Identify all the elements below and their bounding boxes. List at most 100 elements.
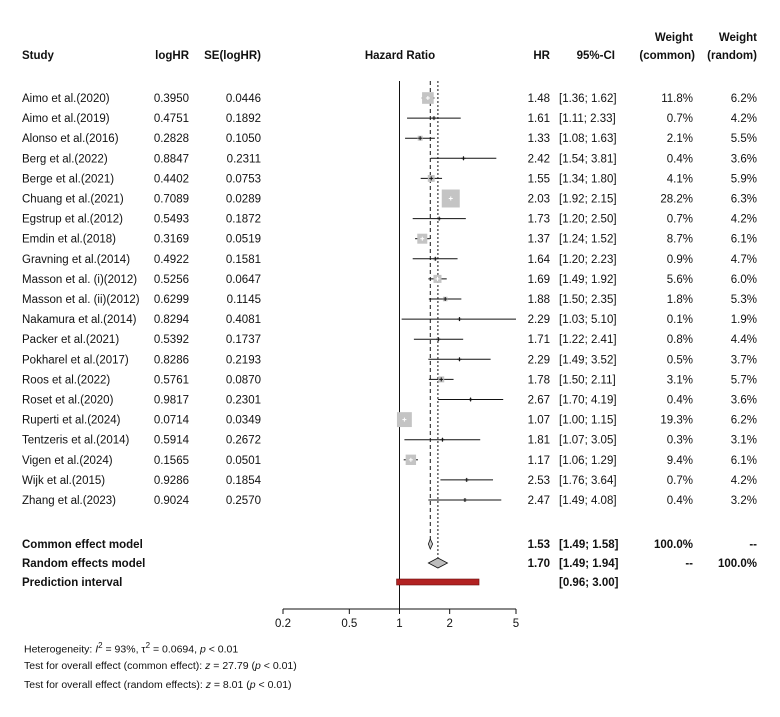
study-weight-random: 4.4% [731,334,757,346]
study-label: Ruperti et al.(2024) [22,415,121,427]
study-ci: [1.07; 3.05] [559,435,617,447]
study-weight-random: 5.3% [731,294,757,306]
study-loghr: 0.0714 [154,415,190,427]
study-se: 0.1854 [226,475,262,487]
header-ci: 95%-CI [577,50,615,62]
study-loghr: 0.5392 [154,334,189,346]
study-se: 0.4081 [226,314,261,326]
random-effects-hr: 1.70 [528,558,550,570]
study-ci: [1.34; 1.80] [559,173,617,185]
study-weight-random: 6.2% [731,415,757,427]
study-weight-common: 0.3% [667,435,693,447]
study-weight-random: 4.2% [731,113,757,125]
study-weight-common: 0.4% [667,495,693,507]
study-hr: 2.03 [528,194,550,206]
header-weight-common: Weight [655,32,693,44]
study-ci: [1.03; 5.10] [559,314,617,326]
study-weight-random: 6.2% [731,93,757,105]
study-se: 0.1581 [226,254,261,266]
study-weight-common: 0.4% [667,395,693,407]
study-ci: [1.20; 2.50] [559,214,617,226]
common-effect-test-text: Test for overall effect (common effect):… [24,660,297,672]
study-weight-random: 6.1% [731,455,757,467]
x-axis-tick-label: 2 [446,618,452,630]
common-effect-weight-common: 100.0% [654,539,693,551]
study-hr: 1.78 [528,374,550,386]
study-weight-common: 0.8% [667,334,693,346]
study-hr: 2.47 [528,495,550,507]
study-label: Aimo et al.(2020) [22,93,110,105]
study-weight-common: 0.7% [667,113,693,125]
study-label: Vigen et al.(2024) [22,455,113,467]
study-hr: 1.07 [528,415,550,427]
study-se: 0.1892 [226,113,261,125]
x-axis-tick-label: 5 [513,618,519,630]
study-se: 0.0501 [226,455,261,467]
study-loghr: 0.5914 [154,435,190,447]
study-ci: [1.50; 2.35] [559,294,617,306]
study-label: Zhang et al.(2023) [22,495,116,507]
study-loghr: 0.8847 [154,153,189,165]
header-weight-random: Weight [719,32,757,44]
study-loghr: 0.4402 [154,173,189,185]
study-ci: [1.22; 2.41] [559,334,617,346]
header-weight-random-sub: (random) [707,50,757,62]
study-weight-random: 1.9% [731,314,757,326]
study-ci: [1.92; 2.15] [559,194,617,206]
study-label: Wijk et al.(2015) [22,475,105,487]
study-weight-random: 6.1% [731,234,757,246]
study-ci: [1.11; 2.33] [559,113,616,125]
study-se: 0.1872 [226,214,261,226]
study-weight-random: 6.0% [731,274,757,286]
study-se: 0.0446 [226,93,261,105]
study-se: 0.0870 [226,374,261,386]
header-study: Study [22,50,55,62]
x-axis-tick-label: 0.5 [341,618,357,630]
study-weight-random: 4.2% [731,475,757,487]
study-ci: [1.49; 4.08] [559,495,617,507]
study-se: 0.1737 [226,334,261,346]
study-label: Emdin et al.(2018) [22,234,116,246]
random-effects-label: Random effects model [22,558,145,570]
study-weight-common: 28.2% [660,194,693,206]
study-ci: [1.70; 4.19] [559,395,617,407]
prediction-interval-label: Prediction interval [22,577,122,589]
study-weight-common: 9.4% [667,455,693,467]
study-se: 0.0289 [226,194,261,206]
study-se: 0.2301 [226,395,261,407]
header-hr: HR [533,50,550,62]
header-loghr: logHR [155,50,190,62]
study-hr: 2.29 [528,314,550,326]
study-se: 0.0753 [226,173,261,185]
prediction-interval-ci: [0.96; 3.00] [559,577,619,589]
study-loghr: 0.3169 [154,234,189,246]
study-hr: 1.37 [528,234,550,246]
prediction-interval-bar [396,578,480,586]
study-weight-random: 4.7% [731,254,757,266]
common-effect-weight-random: -- [749,539,757,551]
study-label: Alonso et al.(2016) [22,133,119,145]
study-se: 0.1145 [227,294,261,306]
common-effect-label: Common effect model [22,539,143,551]
study-weight-common: 11.8% [661,93,693,105]
study-weight-random: 5.7% [731,374,757,386]
study-loghr: 0.4751 [154,113,189,125]
study-weight-common: 0.7% [667,475,693,487]
study-weight-random: 3.7% [731,354,757,366]
forest-plot: Study logHR SE(logHR) Hazard Ratio HR 95%-CI W… [22,32,757,630]
study-loghr: 0.9817 [154,395,189,407]
study-hr: 2.42 [528,153,550,165]
study-label: Packer et al.(2021) [22,334,119,346]
random-effects-weight-random: 100.0% [718,558,757,570]
study-label: Berge et al.(2021) [22,173,114,185]
study-hr: 1.71 [528,334,550,346]
study-weight-common: 5.6% [667,274,693,286]
study-weight-common: 0.1% [667,314,693,326]
study-weight-random: 4.2% [731,214,757,226]
study-se: 0.2672 [226,435,261,447]
study-ci: [1.36; 1.62] [559,93,617,105]
heterogeneity-text: Heterogeneity: I2 = 93%, τ2 = 0.0694, p … [24,641,239,656]
common-effect-hr: 1.53 [528,539,550,551]
study-se: 0.0349 [226,415,261,427]
common-effect-diamond [427,537,434,551]
